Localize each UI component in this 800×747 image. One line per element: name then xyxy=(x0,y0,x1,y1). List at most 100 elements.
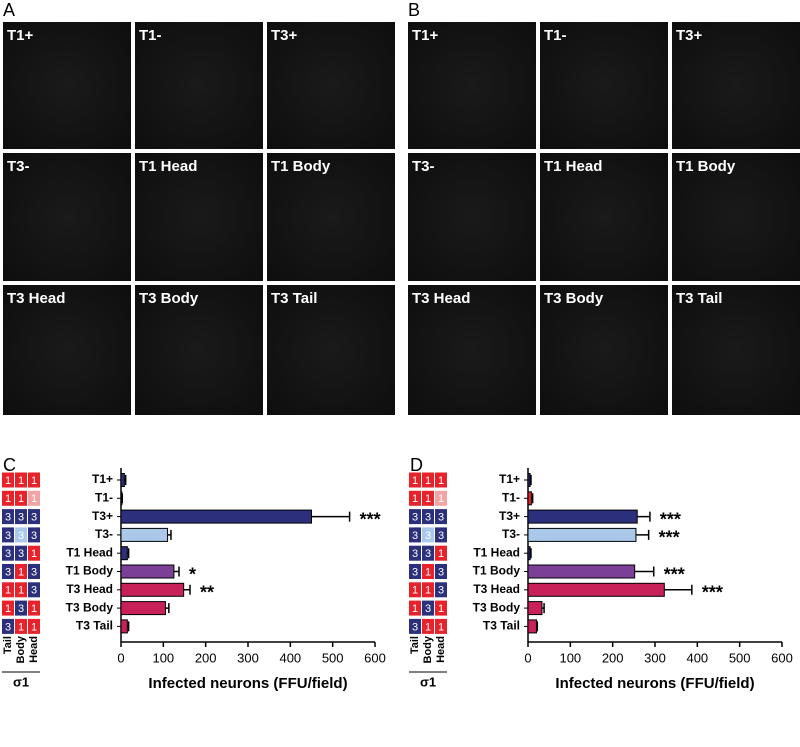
domain-digit: 3 xyxy=(438,585,444,597)
bar xyxy=(527,619,537,634)
image-label: T3 Body xyxy=(544,290,604,307)
micrograph xyxy=(135,285,263,415)
micrograph xyxy=(408,22,536,149)
domain-cell xyxy=(422,618,434,634)
category-label: T3 Head xyxy=(66,582,113,596)
x-axis-title: Infected neurons (FFU/field) xyxy=(555,675,754,692)
domain-cell xyxy=(422,490,434,506)
micrograph xyxy=(3,22,131,149)
domain-cell xyxy=(2,527,14,543)
domain-cell xyxy=(435,509,447,525)
domain-cell xyxy=(422,472,434,488)
domain-name: Head xyxy=(28,636,40,663)
bar xyxy=(527,527,637,542)
x-tick-label: 300 xyxy=(237,650,259,665)
schematic-label: σ1 xyxy=(420,674,436,689)
domain-cell xyxy=(435,527,447,543)
domain-cell xyxy=(2,600,14,616)
domain-digit: 1 xyxy=(438,548,444,560)
micrograph xyxy=(408,153,536,281)
domain-name: Tail xyxy=(2,636,14,654)
error-bar xyxy=(127,621,130,632)
error-bar xyxy=(637,511,651,522)
domain-digit: 1 xyxy=(425,566,431,578)
bar xyxy=(527,491,532,506)
domain-cell xyxy=(409,564,421,579)
domain-cell xyxy=(28,564,40,579)
domain-cell xyxy=(28,509,40,525)
domain-digit: 1 xyxy=(18,493,24,505)
domain-cell xyxy=(15,509,27,525)
domain-digit: 1 xyxy=(31,621,37,633)
significance: *** xyxy=(660,509,681,529)
image-label: T1 Head xyxy=(544,158,602,175)
error-bar xyxy=(167,529,172,540)
domain-cell xyxy=(15,472,27,488)
bar xyxy=(120,527,169,542)
domain-cell xyxy=(2,490,14,506)
category-label: T3- xyxy=(502,527,520,541)
micrograph xyxy=(408,285,536,415)
domain-digit: 3 xyxy=(5,512,11,524)
category-label: T3 Body xyxy=(473,600,521,614)
error-bar xyxy=(183,584,191,595)
domain-cell xyxy=(435,472,447,488)
domain-digit: 3 xyxy=(412,621,418,633)
domain-digit: 3 xyxy=(425,512,431,524)
image-label: T3- xyxy=(412,158,435,175)
bar xyxy=(527,509,638,524)
category-label: T3+ xyxy=(499,509,520,523)
domain-cell xyxy=(15,564,27,579)
panel-label: D xyxy=(410,455,423,475)
image-label: T3 Tail xyxy=(271,290,317,307)
domain-digit: 3 xyxy=(18,603,24,615)
domain-digit: 1 xyxy=(412,585,418,597)
panel-label: C xyxy=(3,455,16,475)
domain-cell xyxy=(422,582,434,598)
category-label: T1 Head xyxy=(66,545,113,559)
x-tick-label: 100 xyxy=(152,650,174,665)
micrograph xyxy=(540,22,668,149)
schematic-label: σ1 xyxy=(13,674,29,689)
error-bar xyxy=(635,529,650,540)
micrograph xyxy=(540,285,668,415)
domain-name: Body xyxy=(422,635,434,663)
x-tick-label: 600 xyxy=(364,650,386,665)
image-label: T1 Body xyxy=(271,158,331,175)
domain-cell xyxy=(409,582,421,598)
category-label: T3+ xyxy=(92,509,113,523)
panel-label: B xyxy=(408,0,420,20)
image-label: T1+ xyxy=(7,27,34,44)
error-bar xyxy=(541,603,545,614)
category-label: T1- xyxy=(95,490,113,504)
domain-cell xyxy=(409,618,421,634)
domain-digit: 3 xyxy=(438,530,444,542)
domain-digit: 1 xyxy=(412,603,418,615)
domain-digit: 1 xyxy=(425,475,431,487)
error-bar xyxy=(165,603,170,614)
category-label: T1 Head xyxy=(473,545,520,559)
domain-cell xyxy=(2,509,14,525)
x-tick-label: 400 xyxy=(686,650,708,665)
domain-digit: 1 xyxy=(438,603,444,615)
domain-name: Body xyxy=(15,635,27,663)
bar xyxy=(527,546,531,561)
domain-digit: 1 xyxy=(31,548,37,560)
category-label: T3 Tail xyxy=(76,619,113,633)
bar xyxy=(120,582,185,597)
domain-cell xyxy=(409,600,421,616)
image-label: T3 Body xyxy=(139,290,199,307)
category-label: T3 Tail xyxy=(483,619,520,633)
domain-digit: 3 xyxy=(438,512,444,524)
image-label: T3 Head xyxy=(412,290,470,307)
domain-cell xyxy=(2,472,14,488)
error-bar xyxy=(531,493,534,504)
domain-digit: 1 xyxy=(5,603,11,615)
domain-cell xyxy=(28,600,40,616)
domain-digit: 3 xyxy=(412,512,418,524)
x-tick-label: 600 xyxy=(771,650,793,665)
error-bar xyxy=(127,548,130,559)
domain-cell xyxy=(15,600,27,616)
error-bar xyxy=(124,475,127,485)
image-label: T1- xyxy=(544,27,567,44)
